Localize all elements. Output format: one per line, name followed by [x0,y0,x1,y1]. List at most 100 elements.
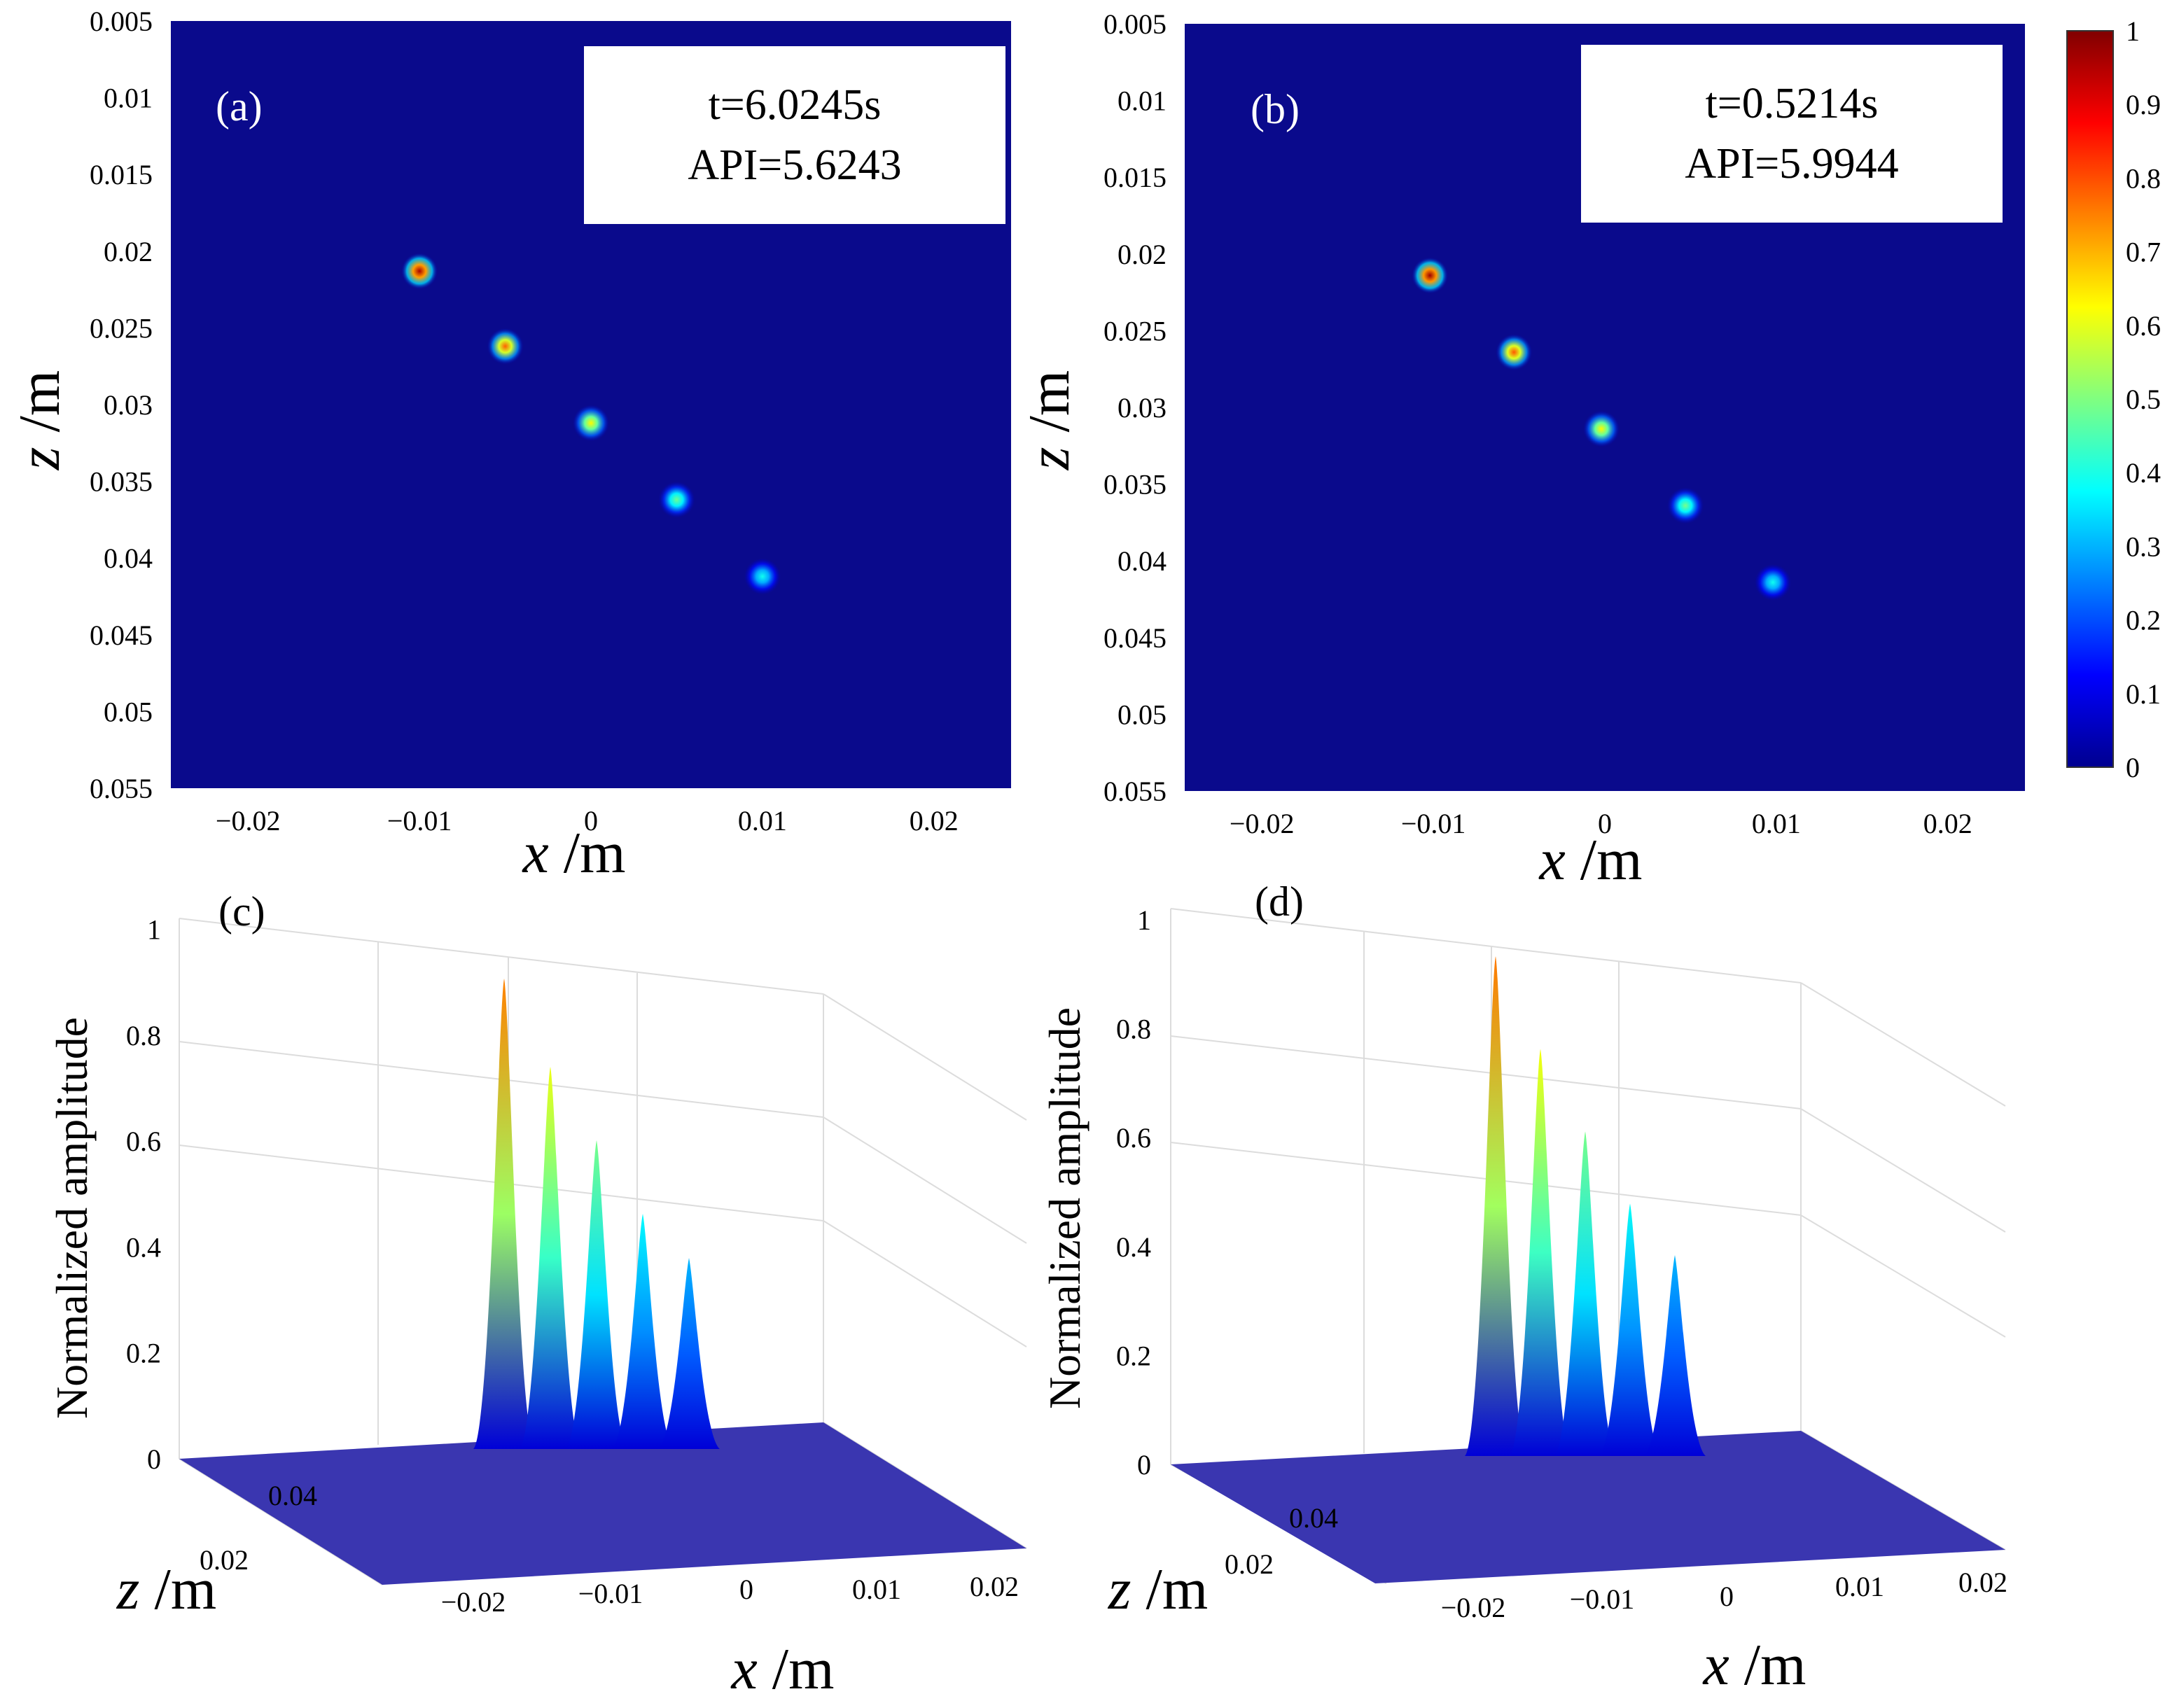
heatmap-b-ytick-label: 0.015 [1104,162,1167,193]
surface-c-ztick-label: 0.2 [126,1338,161,1369]
colorbar-tick-label: 1 [2126,15,2140,47]
heatmap-a-ytick-label: 0.035 [90,466,153,498]
colorbar-tick-labels: 0 0.1 0.2 0.3 0.4 0.5 0.6 0.7 0.8 0.9 1 [2126,15,2161,783]
heatmap-a-ytick-labels: 0.005 0.01 0.015 0.02 0.025 0.03 0.035 0.04 0.04… [90,6,153,804]
annotation-a-api: API=5.6243 [688,141,901,189]
surface-d-peaks [1465,956,1706,1456]
heatmap-b-ytick-label: 0.03 [1118,392,1167,424]
heatmap-a-ytick-label: 0.045 [90,620,153,651]
surface-d-xtick-label: −0.01 [1570,1583,1635,1615]
heatmap-a-xtick-label: 0.02 [910,805,959,836]
heatmap-b-xtick-label: −0.02 [1230,808,1295,839]
surface-panel-c: (c) 0 0.2 0.4 0.6 0.8 1 −0.02 −0.01 0 0.01 0.02 0… [47,888,1027,1702]
heatmap-b-xtick-label: 0.01 [1752,808,1801,839]
surface-d-peak [1510,1049,1571,1456]
surface-c-ztick-label: 0.6 [126,1126,161,1157]
surface-c-zlabel: Normalized amplitude [47,1017,97,1419]
surface-d-ztick-label: 0.6 [1116,1122,1151,1154]
heatmap-a-ytick-label: 0.005 [90,6,153,37]
heatmap-b-spot [1583,410,1620,447]
surface-c-xtick-label: 0 [739,1574,753,1605]
heatmap-b-ytick-label: 0.055 [1104,776,1167,807]
heatmap-panel-b: (b) t=0.5214s API=5.9944 0.005 0.01 0.015 0… [1017,8,2025,892]
heatmap-b-spot [1667,487,1704,524]
surface-d-xtick-labels: −0.02 −0.01 0 0.01 0.02 [1441,1567,2007,1623]
surface-d-ztick-label: 1 [1137,904,1151,936]
heatmap-a-ytick-label: 0.04 [104,542,153,574]
colorbar-tick-label: 0.5 [2126,384,2161,415]
surface-d-ztick-labels: 0 0.2 0.4 0.6 0.8 1 [1116,904,1151,1480]
surface-c-ytick-label: 0.02 [200,1544,249,1576]
surface-panel-d: (d) 0 0.2 0.4 0.6 0.8 1 −0.02 −0.01 0 0.01 0.02 0… [1040,878,2007,1698]
heatmap-panel-a: (a) t=6.0245s API=5.6243 0.0050.010.0150… [7,6,1011,886]
surface-c-xtick-labels: −0.02 −0.01 0 0.01 0.02 [441,1571,1019,1618]
surface-c-ztick-label: 0.8 [126,1020,161,1051]
surface-c-xtick-label: 0.01 [852,1574,901,1605]
surface-d-ztick-label: 0.8 [1116,1014,1151,1045]
colorbar-tick-label: 0.8 [2126,162,2161,194]
heatmap-a-xtick-label: −0.02 [216,805,281,836]
surface-c-peak [566,1140,627,1449]
surface-c-ylabel: z /m [116,1557,216,1622]
heatmap-b-xtick-label: −0.01 [1401,808,1466,839]
surface-c-ytick-labels: 0.02 0.04 [200,1480,317,1576]
surface-d-zlabel: Normalized amplitude [1040,1007,1090,1409]
surface-c-peaks [473,979,720,1449]
annotation-box-b [1581,45,2003,223]
heatmap-a-spot [487,328,524,365]
heatmap-b-spot [1755,564,1791,601]
surface-c-peak [612,1214,674,1449]
panel-label-b: (b) [1251,86,1300,132]
surface-c-ztick-label: 0 [147,1443,161,1475]
heatmap-b-ylabel: z /m [1017,370,1082,470]
surface-d-floor [1171,1431,2005,1583]
heatmap-b-ytick-label: 0.005 [1104,8,1167,40]
heatmap-b-spot [1496,334,1533,371]
annotation-a-time: t=6.0245s [709,81,882,129]
surface-d-xtick-label: −0.02 [1441,1592,1506,1623]
heatmap-b-ytick-label: 0.04 [1118,545,1167,577]
annotation-b-api: API=5.9944 [1685,140,1898,188]
surface-d-ztick-label: 0 [1137,1449,1151,1480]
heatmap-a-spot [744,558,781,595]
colorbar-tick-label: 0.4 [2126,457,2161,489]
heatmap-b-spot [1412,257,1449,294]
heatmap-b-xlabel: x /m [1538,827,1643,892]
surface-d-xtick-label: 0 [1720,1581,1734,1612]
heatmap-b-spots [1412,257,1791,601]
heatmap-a-ytick-label: 0.05 [104,696,153,727]
surface-c-peak [473,979,535,1449]
colorbar-tick-label: 0 [2126,752,2140,783]
surface-c-xtick-label: −0.01 [578,1578,643,1609]
heatmap-a-ytick-label: 0.01 [104,83,153,114]
heatmap-b-ytick-label: 0.02 [1118,239,1167,270]
surface-d-peak [1465,956,1526,1456]
heatmap-a-ytick-label: 0.03 [104,389,153,421]
heatmap-b-ytick-labels: 0.005 0.01 0.015 0.02 0.025 0.03 0.035 0.04 0.04… [1104,8,1167,807]
annotation-b-time: t=0.5214s [1706,80,1879,127]
surface-d-peak [1644,1254,1706,1456]
heatmap-a-spot [401,253,438,290]
heatmap-a-spots [401,253,781,595]
heatmap-a-spot [658,481,695,518]
colorbar-tick-label: 0.6 [2126,310,2161,342]
surface-d-ztick-label: 0.4 [1116,1231,1151,1263]
heatmap-b-ytick-label: 0.035 [1104,469,1167,500]
colorbar-tick-label: 0.9 [2126,89,2161,120]
heatmap-b-ytick-label: 0.025 [1104,315,1167,346]
heatmap-b-ytick-label: 0.045 [1104,622,1167,654]
surface-d-xtick-label: 0.02 [1958,1567,2007,1598]
surface-c-floor [179,1422,1026,1585]
surface-c-ztick-labels: 0 0.2 0.4 0.6 0.8 1 [126,913,161,1475]
heatmap-b-xtick-labels: −0.02 −0.01 0 0.01 0.02 [1230,808,1972,839]
heatmap-a-ytick-label: 0.055 [90,773,153,804]
heatmap-b-xtick-label: 0.02 [1923,808,1972,839]
heatmap-a-spot [573,405,609,442]
heatmap-b-ytick-label: 0.05 [1118,699,1167,730]
surface-d-ytick-labels: 0.02 0.04 [1225,1502,1338,1580]
heatmap-a-ytick-label: 0.025 [90,312,153,344]
surface-c-peak [520,1067,581,1449]
heatmap-b-xtick-label: 0 [1598,808,1612,839]
surface-d-ytick-label: 0.04 [1289,1502,1338,1534]
